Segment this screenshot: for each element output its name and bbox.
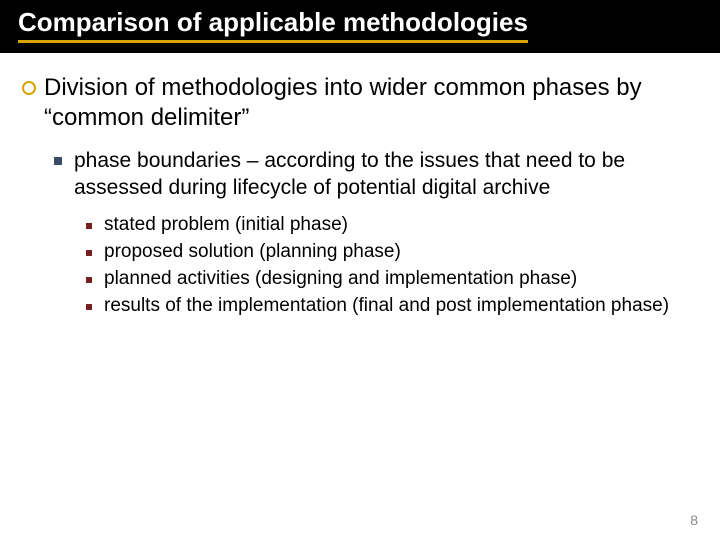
bullet-level-3: stated problem (initial phase) xyxy=(86,213,698,238)
bullet-l3-text: planned activities (designing and implem… xyxy=(104,267,577,292)
bullet-level-3: results of the implementation (final and… xyxy=(86,294,698,319)
small-square-bullet-icon xyxy=(86,223,92,229)
title-band: Comparison of applicable methodologies xyxy=(0,0,720,53)
small-square-bullet-icon xyxy=(86,304,92,310)
small-square-bullet-icon xyxy=(86,277,92,283)
bullet-level-3: planned activities (designing and implem… xyxy=(86,267,698,292)
bullet-level-2: phase boundaries – according to the issu… xyxy=(54,147,698,202)
bullet-level-1: Division of methodologies into wider com… xyxy=(22,73,698,133)
page-number: 8 xyxy=(690,512,698,528)
small-square-bullet-icon xyxy=(86,250,92,256)
slide-title: Comparison of applicable methodologies xyxy=(18,8,528,43)
bullet-level-3: proposed solution (planning phase) xyxy=(86,240,698,265)
bullet-l1-text: Division of methodologies into wider com… xyxy=(44,73,698,133)
bullet-l3-text: proposed solution (planning phase) xyxy=(104,240,401,265)
bullet-l3-text: results of the implementation (final and… xyxy=(104,294,669,319)
square-bullet-icon xyxy=(54,157,62,165)
bullet-l3-text: stated problem (initial phase) xyxy=(104,213,348,238)
bullet-l2-text: phase boundaries – according to the issu… xyxy=(74,147,698,202)
slide-content: Division of methodologies into wider com… xyxy=(0,53,720,318)
circle-bullet-icon xyxy=(22,81,36,95)
